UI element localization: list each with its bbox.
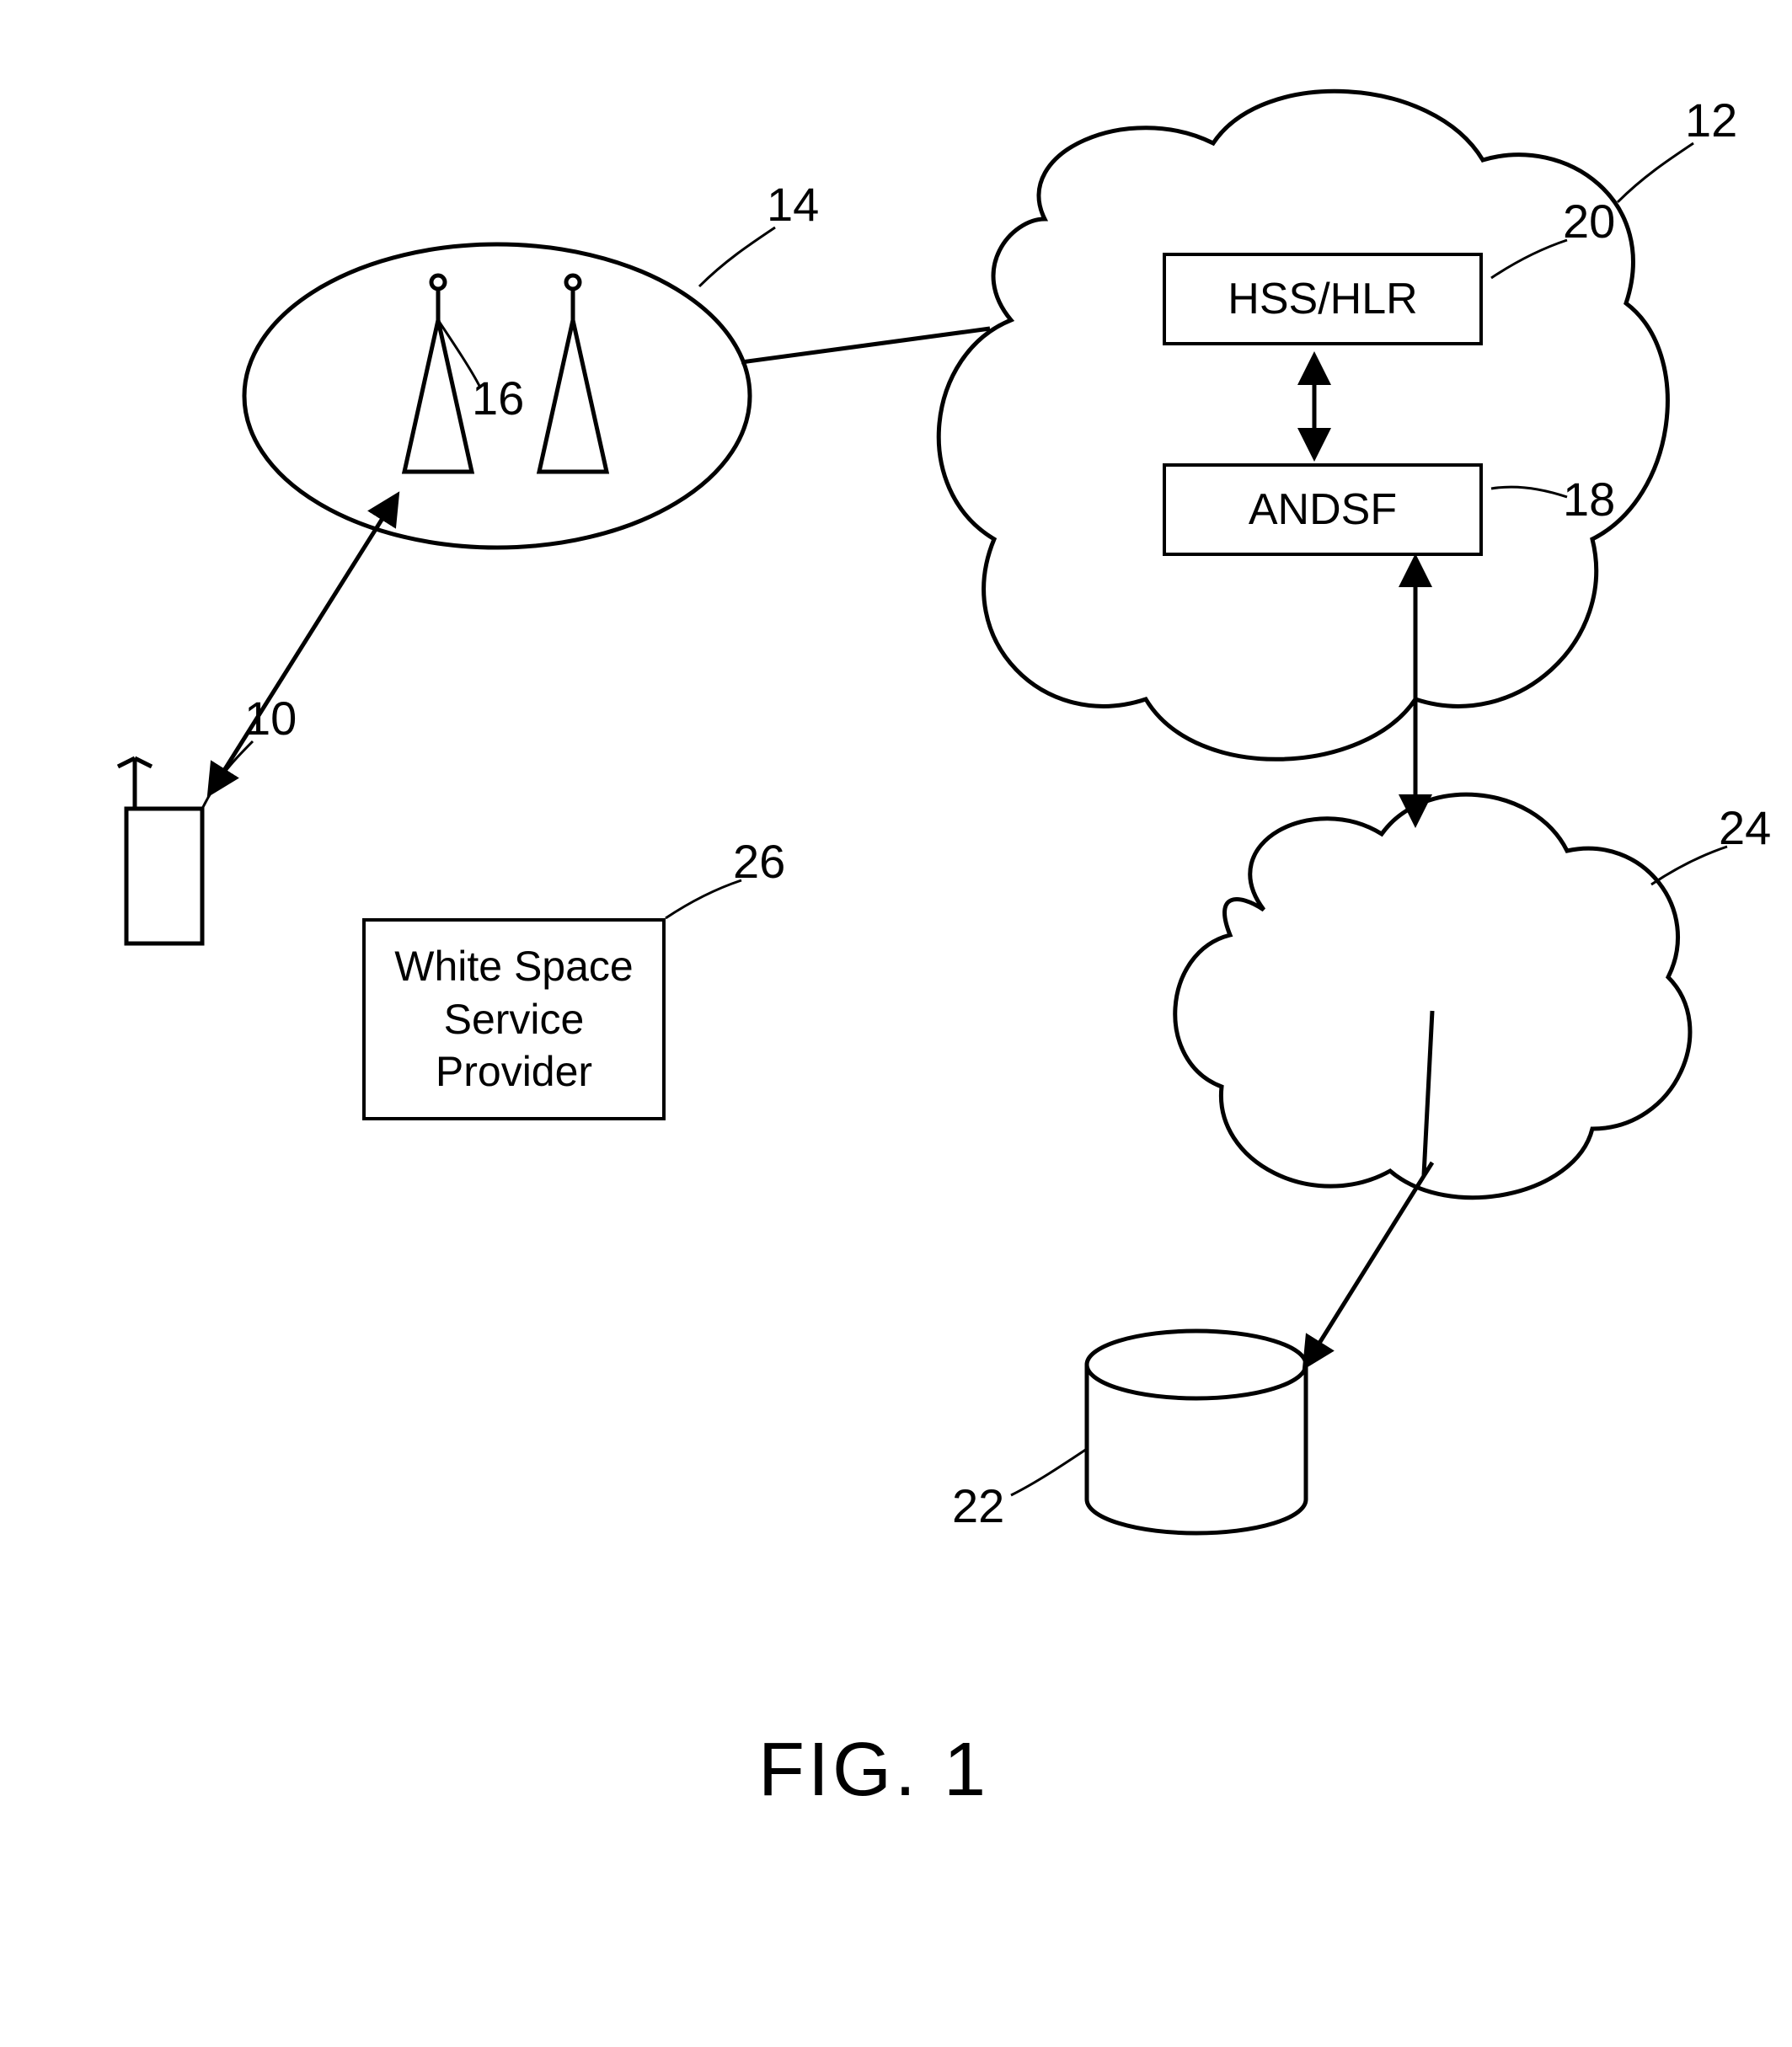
- ref-16: 16: [472, 371, 524, 425]
- ref-10: 10: [244, 691, 297, 746]
- edge-ue-bts: [211, 497, 396, 792]
- leader-24: [1651, 847, 1727, 885]
- diagram-canvas: HSS/HLR ANDSF White Space Service Provid…: [0, 0, 1792, 2047]
- ref-26: 26: [733, 834, 785, 889]
- ref-12: 12: [1685, 93, 1737, 147]
- db-shape: [1087, 1331, 1306, 1533]
- ref-18: 18: [1563, 472, 1615, 526]
- internet-cloud-shape: [1175, 794, 1690, 1197]
- figure-label: FIG. 1: [758, 1727, 989, 1814]
- ue-shape: [118, 758, 202, 943]
- andsf-box: ANDSF: [1163, 463, 1483, 556]
- wssp-box: White Space Service Provider: [362, 918, 666, 1120]
- andsf-label: ANDSF: [1249, 484, 1397, 535]
- edge-ran-core: [741, 329, 990, 362]
- core-cloud-shape: [939, 91, 1667, 759]
- leader-14: [699, 227, 775, 286]
- leader-12: [1618, 143, 1693, 202]
- hss-box: HSS/HLR: [1163, 253, 1483, 345]
- bts-2: [539, 275, 607, 472]
- leader-20: [1491, 240, 1567, 278]
- edge-internet-db: [1306, 1162, 1432, 1365]
- wssp-label-wrap: White Space Service Provider: [394, 940, 633, 1098]
- ref-24: 24: [1719, 800, 1771, 855]
- bts-1: [404, 275, 472, 472]
- leader-26: [666, 880, 741, 918]
- hss-label: HSS/HLR: [1228, 274, 1417, 324]
- wssp-label-3: Provider: [394, 1045, 633, 1098]
- wssp-label-2: Service: [394, 993, 633, 1046]
- wssp-label-1: White Space: [394, 940, 633, 993]
- leader-10: [202, 741, 253, 809]
- leader-18: [1491, 487, 1567, 497]
- leader-22: [1011, 1449, 1087, 1495]
- ref-20: 20: [1563, 194, 1615, 249]
- ref-22: 22: [952, 1478, 1004, 1533]
- ref-14: 14: [767, 177, 819, 232]
